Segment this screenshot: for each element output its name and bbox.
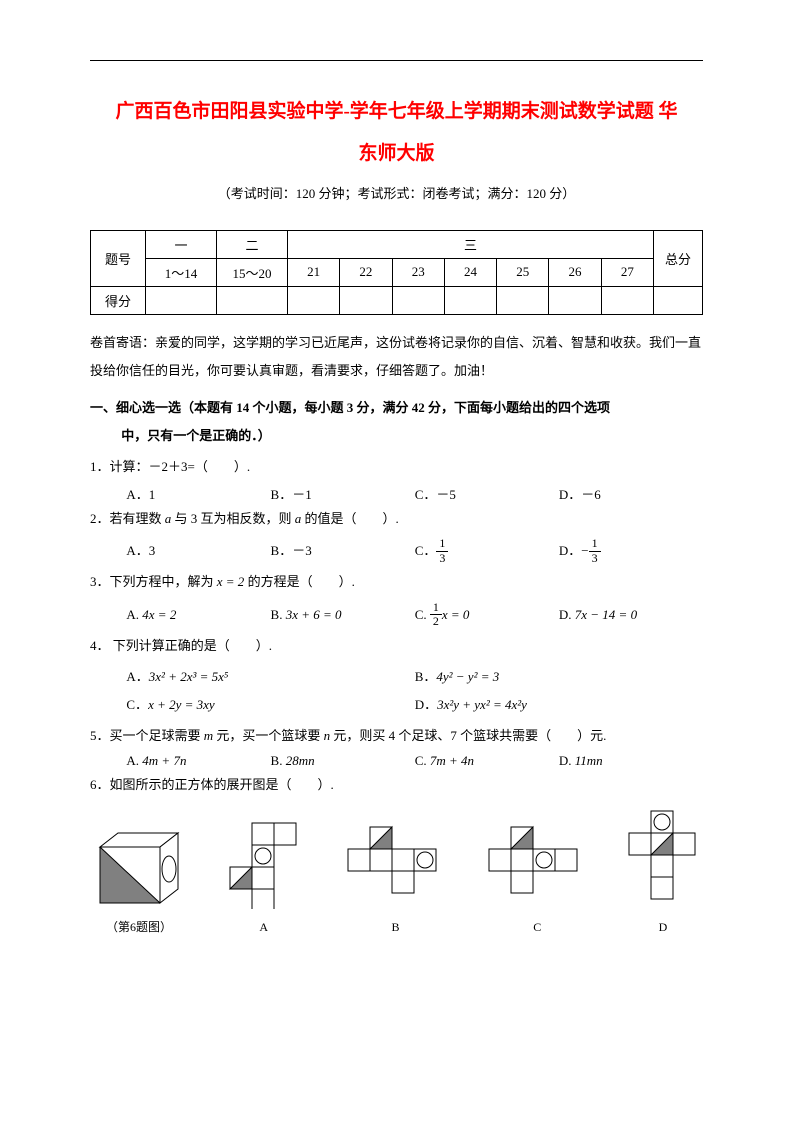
cell: 23 xyxy=(392,258,444,286)
exam-page: 广西百色市田阳县实验中学-学年七年级上学期期末测试数学试题 华 东师大版 （考试… xyxy=(0,0,793,1122)
title-line-1: 广西百色市田阳县实验中学-学年七年级上学期期末测试数学试题 华 xyxy=(115,101,677,122)
q4-C: C．x + 2y = 3xy xyxy=(126,691,414,720)
net-B-icon xyxy=(340,821,452,909)
cell: 1～14 xyxy=(146,258,217,286)
q2-stem-c: 的值是（ ）. xyxy=(301,511,399,526)
th-sec1: 一 xyxy=(146,230,217,258)
cell xyxy=(444,286,496,314)
q2-stem: 2．若有理数 a 与 3 互为相反数，则 a 的值是（ ）. xyxy=(90,505,703,534)
q6-D-label: D xyxy=(623,920,703,935)
q4-B: B．4y² − y² = 3 xyxy=(415,663,703,692)
q3-stem-b: 的方程是（ ）. xyxy=(244,574,355,589)
q3-D: D. 7x − 14 = 0 xyxy=(559,599,703,630)
table-row: 题号 一 二 三 总分 xyxy=(91,230,703,258)
th-sec3: 三 xyxy=(288,230,654,258)
q3-A: A. 4x = 2 xyxy=(126,599,270,630)
q6-opt-A: A xyxy=(218,821,310,935)
q6-opt-B: B xyxy=(340,821,452,935)
q3-stem-eq: x = 2 xyxy=(217,574,245,589)
cell xyxy=(288,286,340,314)
q1-B: B．－1 xyxy=(271,484,415,503)
q6-figures: （第6题图） A xyxy=(90,809,703,935)
top-rule xyxy=(90,60,703,61)
th-total: 总分 xyxy=(654,230,703,286)
q3-stem-a: 3．下列方程中，解为 xyxy=(90,574,217,589)
q6-opt-C: C xyxy=(481,821,593,935)
q5-D: D. 11mn xyxy=(559,753,703,769)
q4-D: D．3x²y + yx² = 4x²y xyxy=(415,691,703,720)
cell: 15～20 xyxy=(217,258,288,286)
cell xyxy=(549,286,601,314)
q6-cube-caption: （第6题图） xyxy=(90,918,188,935)
cell xyxy=(392,286,444,314)
q1-options: A．1 B．－1 C．－5 D．－6 xyxy=(90,484,703,503)
q6-C-label: C xyxy=(481,920,593,935)
q1-stem: 1．计算：－2＋3=（ ）. xyxy=(90,453,703,482)
cell: 22 xyxy=(340,258,392,286)
net-A-icon xyxy=(218,821,310,909)
q3-options: A. 4x = 2 B. 3x + 6 = 0 C. 12x = 0 D. 7x… xyxy=(90,599,703,630)
net-D-icon xyxy=(623,809,703,909)
section-1-line-a: 一、细心选一选（本题有 14 个小题，每小题 3 分，满分 42 分，下面每小题… xyxy=(90,400,610,415)
q2-C: C．13 xyxy=(415,535,559,566)
table-row: 1～14 15～20 21 22 23 24 25 26 27 xyxy=(91,258,703,286)
cell xyxy=(497,286,549,314)
q1-A: A．1 xyxy=(126,484,270,503)
score-table: 题号 一 二 三 总分 1～14 15～20 21 22 23 24 25 26… xyxy=(90,230,703,315)
q5-stem-a: 5．买一个足球需要 xyxy=(90,728,204,743)
q2-A: A．3 xyxy=(126,535,270,566)
cell: 26 xyxy=(549,258,601,286)
title-line-2: 东师大版 xyxy=(358,143,434,164)
q2-stem-a: 2．若有理数 xyxy=(90,511,165,526)
q5-A: A. 4m + 7n xyxy=(126,753,270,769)
cell xyxy=(146,286,217,314)
q5-stem-c: 元，则买 4 个足球、7 个篮球共需要（ ）元. xyxy=(330,728,606,743)
q5-C: C. 7m + 4n xyxy=(415,753,559,769)
q2-B: B．－3 xyxy=(271,535,415,566)
exam-subtitle: （考试时间：120 分钟；考试形式：闭卷考试；满分：120 分） xyxy=(90,183,703,202)
intro-text: 卷首寄语：亲爱的同学，这学期的学习已近尾声，这份试卷将记录你的自信、沉着、智慧和… xyxy=(90,329,703,386)
th-defen: 得分 xyxy=(91,286,146,314)
q5-stem: 5．买一个足球需要 m 元，买一个篮球要 n 元，则买 4 个足球、7 个篮球共… xyxy=(90,722,703,751)
exam-title: 广西百色市田阳县实验中学-学年七年级上学期期末测试数学试题 华 东师大版 xyxy=(90,91,703,175)
q3-stem: 3．下列方程中，解为 x = 2 的方程是（ ）. xyxy=(90,568,703,597)
q1-D: D．－6 xyxy=(559,484,703,503)
table-row: 得分 xyxy=(91,286,703,314)
q6-cube: （第6题图） xyxy=(90,827,188,935)
q4-options: A．3x² + 2x³ = 5x⁵ B．4y² − y² = 3 C．x + 2… xyxy=(90,663,703,720)
net-C-icon xyxy=(481,821,593,909)
cell: 24 xyxy=(444,258,496,286)
section-1-line-b: 中，只有一个是正确的．） xyxy=(90,422,703,451)
cell xyxy=(601,286,653,314)
q6-stem: 6．如图所示的正方体的展开图是（ ）. xyxy=(90,771,703,800)
q2-stem-b: 与 3 互为相反数，则 xyxy=(171,511,295,526)
section-1-heading: 一、细心选一选（本题有 14 个小题，每小题 3 分，满分 42 分，下面每小题… xyxy=(90,394,703,451)
q5-options: A. 4m + 7n B. 28mn C. 7m + 4n D. 11mn xyxy=(90,753,703,769)
cube-icon xyxy=(90,827,188,907)
q3-C: C. 12x = 0 xyxy=(415,599,559,630)
q4-A: A．3x² + 2x³ = 5x⁵ xyxy=(126,663,414,692)
q2-options: A．3 B．－3 C．13 D．−13 xyxy=(90,535,703,566)
q4-stem: 4． 下列计算正确的是（ ）. xyxy=(90,632,703,661)
q3-B: B. 3x + 6 = 0 xyxy=(271,599,415,630)
cell xyxy=(654,286,703,314)
q6-opt-D: D xyxy=(623,809,703,935)
cell xyxy=(217,286,288,314)
cell: 27 xyxy=(601,258,653,286)
th-sec2: 二 xyxy=(217,230,288,258)
q1-C: C．－5 xyxy=(415,484,559,503)
cell xyxy=(340,286,392,314)
th-tihao: 题号 xyxy=(91,230,146,286)
q6-B-label: B xyxy=(340,920,452,935)
q5-B: B. 28mn xyxy=(271,753,415,769)
q6-A-label: A xyxy=(218,920,310,935)
q2-D: D．−13 xyxy=(559,535,703,566)
q5-stem-b: 元，买一个篮球要 xyxy=(213,728,324,743)
cell: 21 xyxy=(288,258,340,286)
cell: 25 xyxy=(497,258,549,286)
